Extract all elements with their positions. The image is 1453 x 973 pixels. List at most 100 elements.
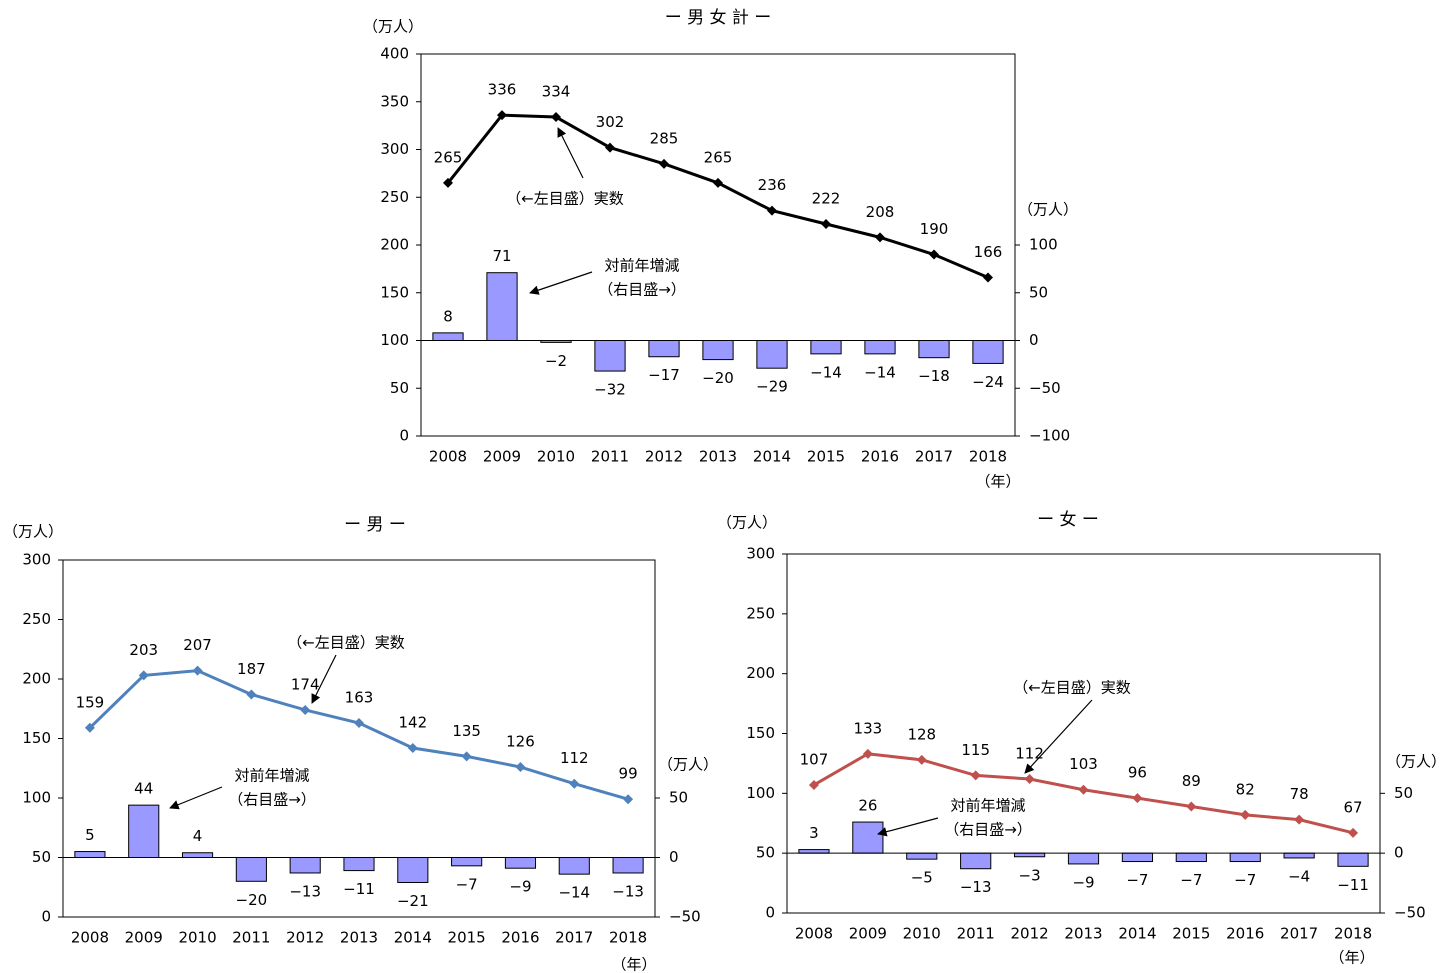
bar-value-label: −21 <box>397 892 429 910</box>
line-value-label: 336 <box>488 81 517 99</box>
line-marker <box>713 177 723 188</box>
x-tick-label: 2015 <box>448 929 486 947</box>
x-tick-label: 2017 <box>1280 925 1318 943</box>
y-axis-label: （万人） <box>3 523 63 541</box>
bar-value-label: −11 <box>1337 876 1369 894</box>
x-tick-label: 2011 <box>232 929 270 947</box>
bar-value-label: −13 <box>612 882 644 900</box>
y-tick-label: 300 <box>380 140 409 158</box>
line-marker <box>929 249 939 260</box>
line-value-label: 128 <box>907 725 936 743</box>
y2-tick-label: 50 <box>1394 784 1413 802</box>
bar <box>852 821 884 854</box>
arrow <box>529 271 593 295</box>
bar <box>1121 852 1154 863</box>
bar-value-label: −3 <box>1019 866 1041 884</box>
y-tick-label: 50 <box>756 844 775 862</box>
x-tick-label: 2016 <box>861 448 899 466</box>
y2-tick-label: 50 <box>1029 283 1048 301</box>
y-tick-label: 100 <box>22 789 51 807</box>
line-marker <box>300 704 311 715</box>
y-tick-label: 300 <box>22 551 51 569</box>
arrow <box>1024 699 1093 774</box>
line-marker <box>1132 793 1143 804</box>
bar <box>864 340 896 355</box>
line-marker <box>84 722 95 733</box>
line-value-label: 135 <box>452 722 481 740</box>
line-value-label: 174 <box>291 675 320 693</box>
y-tick-label: 250 <box>746 604 775 622</box>
line-marker <box>659 158 669 169</box>
line-value-label: 187 <box>237 660 266 678</box>
line-marker <box>767 205 777 216</box>
bar-value-label: −20 <box>236 891 268 909</box>
arrow <box>877 817 939 837</box>
bar-value-label: −7 <box>1180 871 1202 889</box>
bar-value-label: −9 <box>509 878 531 896</box>
line-marker <box>916 754 927 765</box>
chart-title: ー 男 女 計 ー <box>665 8 772 28</box>
bar <box>128 804 160 859</box>
y-tick-label: 400 <box>380 45 409 63</box>
bar-value-label: −7 <box>1234 871 1256 889</box>
y-tick-label: 50 <box>32 848 51 866</box>
bar <box>960 852 992 870</box>
line-marker <box>407 743 418 754</box>
bar-value-label: −13 <box>289 882 321 900</box>
y2-axis-label: （万人） <box>658 756 718 774</box>
line-marker <box>515 762 526 773</box>
x-tick-label: 2018 <box>969 448 1007 466</box>
bar-value-label: −13 <box>960 878 992 896</box>
bar-value-label: −9 <box>1072 873 1094 891</box>
y-tick-label: 150 <box>380 283 409 301</box>
y2-tick-label: −50 <box>669 908 701 926</box>
bar-value-label: 71 <box>492 247 511 265</box>
bar <box>397 857 429 883</box>
y2-tick-label: 50 <box>669 789 688 807</box>
line-marker <box>461 751 472 762</box>
annotation: 対前年増減 <box>604 257 679 275</box>
y-tick-label: 100 <box>746 784 775 802</box>
line-marker <box>551 112 561 123</box>
y2-axis-label: （万人） <box>1386 753 1446 771</box>
line-value-label: 285 <box>650 129 679 147</box>
annotation: （右目盛→） <box>598 281 686 299</box>
chart-title: ー 女 ー <box>1037 510 1099 530</box>
annotation: （右目盛→） <box>944 821 1032 839</box>
line-value-label: 82 <box>1236 780 1255 798</box>
x-tick-label: 2008 <box>795 925 833 943</box>
bar-value-label: −20 <box>702 369 734 387</box>
x-axis-label: （年） <box>1329 949 1374 967</box>
x-tick-label: 2014 <box>394 929 432 947</box>
line-marker <box>1294 814 1305 825</box>
line-value-label: 96 <box>1128 764 1147 782</box>
bar-value-label: −2 <box>545 352 567 370</box>
line-marker <box>808 779 819 790</box>
bar <box>1013 852 1046 858</box>
x-tick-label: 2010 <box>903 925 941 943</box>
bar <box>343 857 375 872</box>
line-value-label: 334 <box>542 83 571 101</box>
bar-value-label: −14 <box>810 363 842 381</box>
chart-title: ー 男 ー <box>344 515 406 535</box>
y-tick-label: 0 <box>765 904 775 922</box>
x-tick-label: 2014 <box>753 448 791 466</box>
bar-value-label: −7 <box>456 875 478 893</box>
bar <box>181 852 214 858</box>
annotation: （←左目盛）実数 <box>287 634 405 652</box>
bar-value-label: −7 <box>1126 871 1148 889</box>
line-marker <box>192 665 203 676</box>
line-marker <box>1348 827 1359 838</box>
line-value-label: 78 <box>1290 785 1309 803</box>
bar-value-label: 8 <box>443 307 453 325</box>
bar-value-label: −14 <box>864 363 896 381</box>
bar <box>648 340 680 358</box>
y2-tick-label: 0 <box>1394 844 1404 862</box>
x-tick-label: 2011 <box>591 448 629 466</box>
annotation: 対前年増減 <box>234 767 309 785</box>
bar <box>594 340 626 372</box>
x-tick-label: 2012 <box>645 448 683 466</box>
line-value-label: 207 <box>183 636 212 654</box>
bar-value-label: 4 <box>193 827 203 845</box>
